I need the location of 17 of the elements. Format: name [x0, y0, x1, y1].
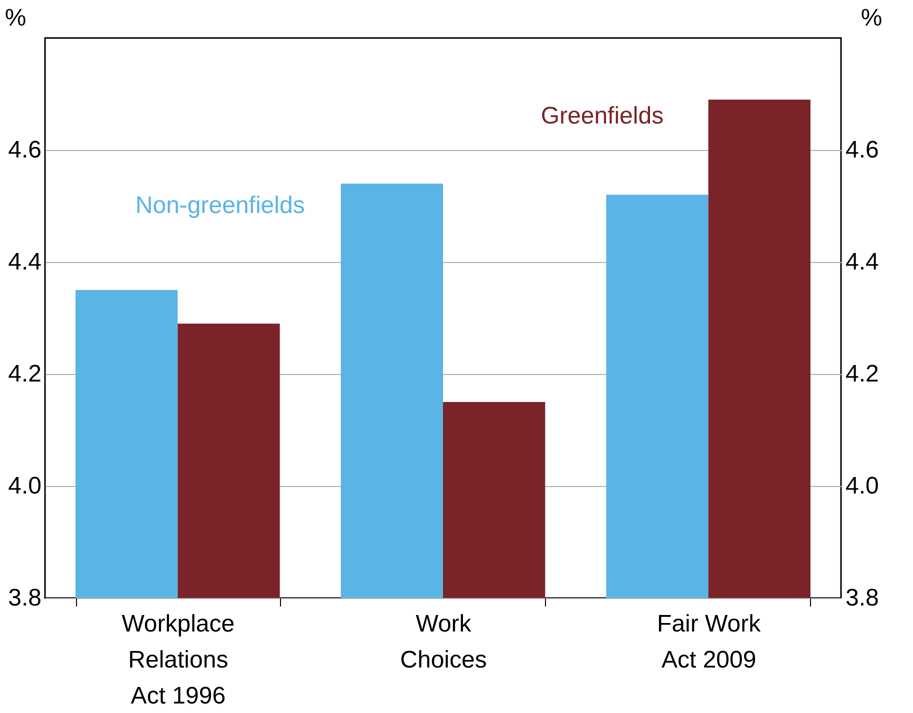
series-label: Non-greenfields	[135, 192, 305, 219]
y-tick-label: 4.6	[8, 136, 42, 164]
y-tick-label: 4.2	[8, 360, 42, 388]
y-tick-label: 4.0	[8, 472, 42, 500]
y2-tick-label: 4.2	[846, 360, 879, 388]
x-tick-label: Fair Work Act 2009	[657, 610, 762, 674]
y2-tick-label: 4.0	[846, 472, 879, 500]
y2-tick-label: 4.6	[846, 136, 879, 164]
x-tick-label: Workplace Relations Act 1996	[122, 610, 235, 710]
y-tick-label: 4.4	[8, 248, 42, 276]
x-tick-label: Work Choices	[400, 610, 487, 674]
y2-axis-title: %	[860, 4, 882, 32]
y-tick-label: 3.8	[8, 584, 42, 612]
y-axis-title: %	[4, 4, 26, 32]
y2-tick-label: 4.4	[846, 248, 879, 276]
y2-tick-label: 3.8	[846, 584, 879, 612]
series-label: Greenfields	[540, 102, 664, 130]
